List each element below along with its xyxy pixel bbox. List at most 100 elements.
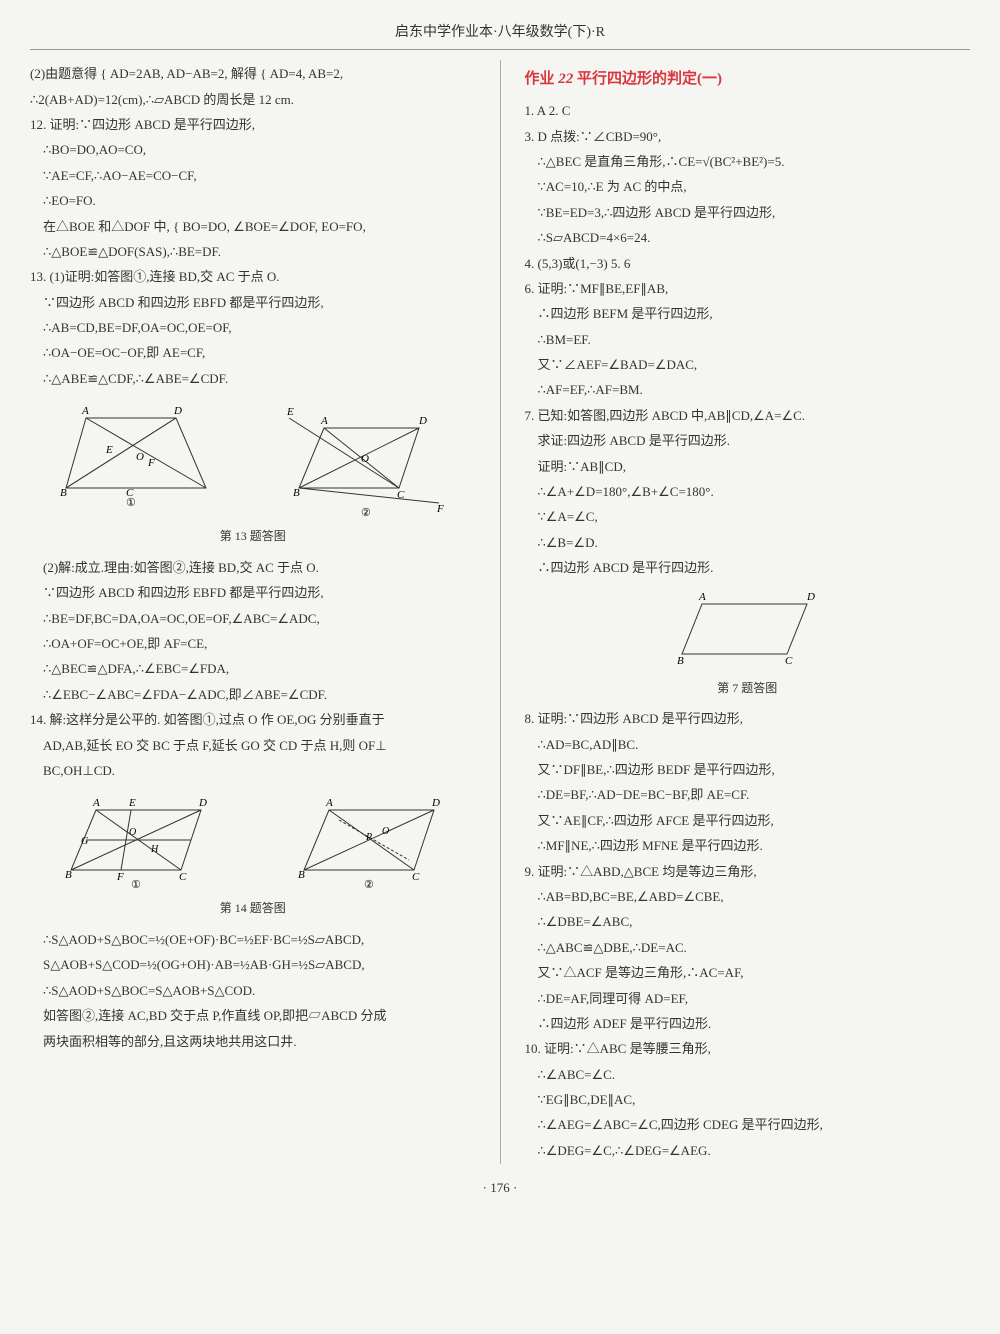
svg-text:②: ②: [364, 879, 374, 890]
figure-13-caption: 第 13 题答图: [30, 526, 476, 548]
text-line: 两块面积相等的部分,且这两块地共用这口井.: [30, 1030, 476, 1053]
text-line: 10. 证明:∵△ABC 是等腰三角形,: [525, 1037, 971, 1060]
svg-text:B: B: [677, 655, 684, 667]
text-line: ∴EO=FO.: [30, 189, 476, 212]
title-number: 22: [558, 71, 573, 87]
svg-text:O: O: [129, 827, 136, 838]
text-line: ∵AC=10,∴E 为 AC 的中点,: [525, 175, 971, 198]
text-line: ∵四边形 ABCD 和四边形 EBFD 都是平行四边形,: [30, 291, 476, 314]
title-post: 平行四边形的判定(一): [573, 71, 722, 87]
text-line: ∴∠EBC−∠ABC=∠FDA−∠ADC,即∠ABE=∠CDF.: [30, 683, 476, 706]
svg-text:C: C: [179, 871, 187, 883]
page-header: 启东中学作业本·八年级数学(下)·R: [30, 20, 970, 50]
two-column-layout: (2)由题意得 { AD=2AB, AD−AB=2, 解得 { AD=4, AB…: [30, 60, 970, 1164]
text-line: AD,AB,延长 EO 交 BC 于点 F,延长 GO 交 CD 于点 H,则 …: [30, 734, 476, 757]
text-line: 6. 证明:∵MF∥BE,EF∥AB,: [525, 277, 971, 300]
svg-text:B: B: [65, 869, 72, 881]
text-line: BC,OH⊥CD.: [30, 759, 476, 782]
text-line: ∴OA−OE=OC−OF,即 AE=CF,: [30, 341, 476, 364]
text-line: 14. 解:这样分是公平的. 如答图①,过点 O 作 OE,OG 分别垂直于: [30, 708, 476, 731]
text-line: ∴S▱ABCD=4×6=24.: [525, 226, 971, 249]
figure-14-row: A E D B F C G O H ① A D B C P: [30, 784, 476, 896]
svg-text:D: D: [173, 405, 182, 417]
svg-text:D: D: [198, 797, 207, 809]
svg-text:B: B: [293, 487, 300, 499]
text-line: ∴四边形 ABCD 是平行四边形.: [525, 556, 971, 579]
text-line: ∴MF∥NE,∴四边形 MFNE 是平行四边形.: [525, 834, 971, 857]
text-line: 1. A 2. C: [525, 99, 971, 122]
text-line: ∴AB=BD,BC=BE,∠ABD=∠CBE,: [525, 885, 971, 908]
text-line: ∵BE=ED=3,∴四边形 ABCD 是平行四边形,: [525, 201, 971, 224]
svg-text:E: E: [105, 444, 113, 456]
svg-text:A: A: [92, 797, 100, 809]
text-line: ∴∠A+∠D=180°,∠B+∠C=180°.: [525, 480, 971, 503]
svg-text:A: A: [81, 405, 89, 417]
svg-text:B: B: [298, 869, 305, 881]
text-line: 7. 已知:如答图,四边形 ABCD 中,AB∥CD,∠A=∠C.: [525, 404, 971, 427]
svg-text:G: G: [81, 836, 88, 847]
text-line: ∴S△AOD+S△BOC=S△AOB+S△COD.: [30, 979, 476, 1002]
text-line: ∵四边形 ABCD 和四边形 EBFD 都是平行四边形,: [30, 581, 476, 604]
page-number: · 176 ·: [30, 1176, 970, 1199]
text-line: ∴∠DEG=∠C,∴∠DEG=∠AEG.: [525, 1139, 971, 1162]
svg-text:D: D: [806, 591, 815, 603]
text-line: 13. (1)证明:如答图①,连接 BD,交 AC 于点 O.: [30, 265, 476, 288]
text-line: S△AOB+S△COD=½(OG+OH)·AB=½AB·GH=½S▱ABCD,: [30, 953, 476, 976]
svg-text:①: ①: [126, 497, 136, 508]
figure-13-2: E A D B C F O ②: [269, 398, 459, 518]
svg-text:A: A: [325, 797, 333, 809]
figure-7-caption: 第 7 题答图: [525, 678, 971, 700]
figure-14-1: A E D B F C G O H ①: [51, 790, 221, 890]
svg-text:O: O: [361, 453, 369, 465]
text-line: ∴DE=BF,∴AD−DE=BC−BF,即 AE=CF.: [525, 783, 971, 806]
text-line: ∴AB=CD,BE=DF,OA=OC,OE=OF,: [30, 316, 476, 339]
text-line: 3. D 点拨:∵∠CBD=90°,: [525, 125, 971, 148]
text-line: ∴△BEC≌△DFA,∴∠EBC=∠FDA,: [30, 657, 476, 680]
text-line: ∴∠ABC=∠C.: [525, 1063, 971, 1086]
svg-text:E: E: [286, 406, 294, 418]
text-line: ∴DE=AF,同理可得 AD=EF,: [525, 987, 971, 1010]
svg-text:F: F: [147, 457, 155, 469]
figure-14-2: A D B C P O ②: [284, 790, 454, 890]
text-line: ∴AF=EF,∴AF=BM.: [525, 378, 971, 401]
text-line: ∴OA+OF=OC+OE,即 AF=CE,: [30, 632, 476, 655]
figure-14-caption: 第 14 题答图: [30, 898, 476, 920]
svg-text:C: C: [785, 655, 793, 667]
text-line: ∵∠A=∠C,: [525, 505, 971, 528]
text-line: ∴BM=EF.: [525, 328, 971, 351]
text-line: ∴AD=BC,AD∥BC.: [525, 733, 971, 756]
text-line: ∴∠AEG=∠ABC=∠C,四边形 CDEG 是平行四边形,: [525, 1113, 971, 1136]
text-line: 证明:∵AB∥CD,: [525, 455, 971, 478]
text-line: ∴四边形 BEFM 是平行四边形,: [525, 302, 971, 325]
text-line: ∴四边形 ADEF 是平行四边形.: [525, 1012, 971, 1035]
figure-13-1: A D B C E O F ①: [46, 398, 216, 508]
svg-text:①: ①: [131, 879, 141, 890]
text-line: 又∵DF∥BE,∴四边形 BEDF 是平行四边形,: [525, 758, 971, 781]
svg-text:E: E: [128, 797, 136, 809]
svg-text:B: B: [60, 487, 67, 499]
text-line: 如答图②,连接 AC,BD 交于点 P,作直线 OP,即把▱ABCD 分成: [30, 1004, 476, 1027]
text-line: ∴BE=DF,BC=DA,OA=OC,OE=OF,∠ABC=∠ADC,: [30, 607, 476, 630]
text-line: ∵EG∥BC,DE∥AC,: [525, 1088, 971, 1111]
svg-text:F: F: [436, 503, 444, 515]
svg-text:P: P: [365, 832, 372, 843]
section-title: 作业 22 平行四边形的判定(一): [525, 66, 971, 93]
text-line: 8. 证明:∵四边形 ABCD 是平行四边形,: [525, 707, 971, 730]
text-line: 又∵△ACF 是等边三角形,∴AC=AF,: [525, 961, 971, 984]
svg-text:A: A: [698, 591, 706, 603]
text-line: (2)解:成立.理由:如答图②,连接 BD,交 AC 于点 O.: [30, 556, 476, 579]
text-line: ∴2(AB+AD)=12(cm),∴▱ABCD 的周长是 12 cm.: [30, 88, 476, 111]
text-line: (2)由题意得 { AD=2AB, AD−AB=2, 解得 { AD=4, AB…: [30, 62, 476, 85]
figure-13-row: A D B C E O F ① E A D B C F O: [30, 392, 476, 524]
figure-7: A D B C: [647, 584, 847, 674]
text-line: 又∵AE∥CF,∴四边形 AFCE 是平行四边形,: [525, 809, 971, 832]
text-line: ∴△ABC≌△DBE,∴DE=AC.: [525, 936, 971, 959]
text-line: 12. 证明:∵四边形 ABCD 是平行四边形,: [30, 113, 476, 136]
text-line: ∴∠B=∠D.: [525, 531, 971, 554]
text-line: 在△BOE 和△DOF 中, { BO=DO, ∠BOE=∠DOF, EO=FO…: [30, 215, 476, 238]
text-line: ∴△BEC 是直角三角形,∴CE=√(BC²+BE²)=5.: [525, 150, 971, 173]
svg-text:C: C: [412, 871, 420, 883]
text-line: ∴∠DBE=∠ABC,: [525, 910, 971, 933]
svg-text:O: O: [136, 451, 144, 463]
column-divider: [500, 60, 501, 1164]
